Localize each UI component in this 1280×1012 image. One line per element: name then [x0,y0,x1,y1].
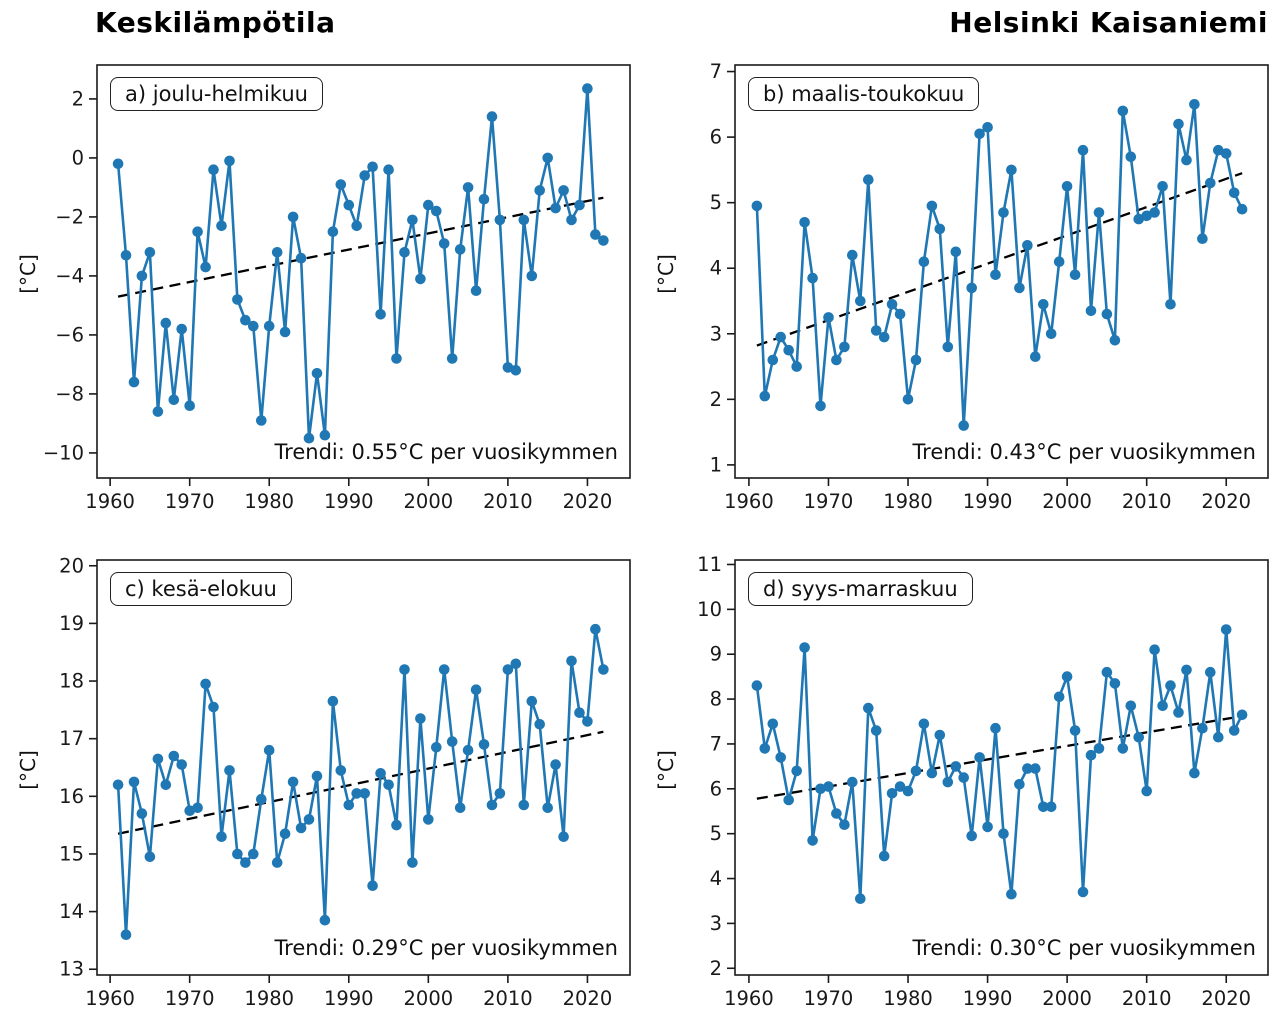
figure-title: Keskilämpötila [95,6,336,39]
svg-text:7: 7 [710,732,722,755]
svg-text:0: 0 [72,146,84,169]
svg-text:1970: 1970 [804,490,854,513]
svg-text:1970: 1970 [165,490,215,513]
panel-a-label: a) joulu-helmikuu [110,77,323,111]
svg-text:10: 10 [697,598,722,621]
panel-d-yaxis-label: [°C] [654,750,678,790]
svg-text:1990: 1990 [324,490,374,513]
panel-a-trend-text: Trendi: 0.55°C per vuosikymmen [274,440,618,464]
svg-text:17: 17 [59,727,84,750]
svg-text:1: 1 [710,453,722,476]
svg-text:4: 4 [710,867,722,890]
panel-d-label: d) syys-marraskuu [748,572,973,606]
svg-text:1980: 1980 [244,490,294,513]
panel-a-yaxis-label: [°C] [16,254,40,294]
svg-text:1980: 1980 [883,490,933,513]
svg-text:2010: 2010 [1122,490,1172,513]
panel-b-yaxis-label: [°C] [654,254,678,294]
svg-text:6: 6 [710,777,722,800]
svg-text:1970: 1970 [804,987,854,1010]
svg-text:−2: −2 [55,205,84,228]
svg-text:1990: 1990 [963,987,1013,1010]
svg-text:−4: −4 [55,264,84,287]
svg-text:2010: 2010 [483,987,533,1010]
svg-text:5: 5 [710,191,722,214]
svg-text:2000: 2000 [1042,490,1092,513]
svg-text:2000: 2000 [404,490,454,513]
svg-text:11: 11 [697,553,722,576]
svg-text:−6: −6 [55,323,84,346]
svg-text:−10: −10 [43,441,84,464]
svg-text:20: 20 [59,554,84,577]
svg-text:2: 2 [710,957,722,980]
svg-text:2020: 2020 [1201,490,1251,513]
svg-text:19: 19 [59,612,84,635]
svg-text:−8: −8 [55,382,84,405]
svg-text:6: 6 [710,126,722,149]
svg-text:7: 7 [710,60,722,83]
svg-text:14: 14 [59,900,84,923]
svg-text:1960: 1960 [724,490,774,513]
panel-c-trend-text: Trendi: 0.29°C per vuosikymmen [274,936,618,960]
station-title: Helsinki Kaisaniemi [949,6,1268,39]
svg-text:1980: 1980 [244,987,294,1010]
panel-b-label: b) maalis-toukokuu [748,77,980,111]
svg-text:13: 13 [59,958,84,981]
svg-text:1960: 1960 [85,490,135,513]
svg-text:1960: 1960 [85,987,135,1010]
svg-text:15: 15 [59,842,84,865]
svg-text:5: 5 [710,822,722,845]
svg-text:1990: 1990 [963,490,1013,513]
svg-text:16: 16 [59,785,84,808]
svg-text:2020: 2020 [1201,987,1251,1010]
svg-text:1990: 1990 [324,987,374,1010]
svg-text:1980: 1980 [883,987,933,1010]
svg-text:2: 2 [710,388,722,411]
svg-text:2010: 2010 [1122,987,1172,1010]
panel-c-yaxis-label: [°C] [16,750,40,790]
svg-text:2000: 2000 [1042,987,1092,1010]
svg-text:9: 9 [710,643,722,666]
svg-text:2: 2 [72,87,84,110]
svg-text:1970: 1970 [165,987,215,1010]
svg-text:2010: 2010 [483,490,533,513]
panel-b-trend-text: Trendi: 0.43°C per vuosikymmen [912,440,1256,464]
panel-c-label: c) kesä-elokuu [110,572,292,606]
svg-text:1960: 1960 [724,987,774,1010]
svg-text:4: 4 [710,257,722,280]
svg-text:2000: 2000 [404,987,454,1010]
svg-text:3: 3 [710,322,722,345]
svg-text:2020: 2020 [563,490,613,513]
panel-d-trend-text: Trendi: 0.30°C per vuosikymmen [912,936,1256,960]
svg-text:8: 8 [710,688,722,711]
svg-text:3: 3 [710,912,722,935]
svg-text:18: 18 [59,670,84,693]
svg-text:2020: 2020 [563,987,613,1010]
